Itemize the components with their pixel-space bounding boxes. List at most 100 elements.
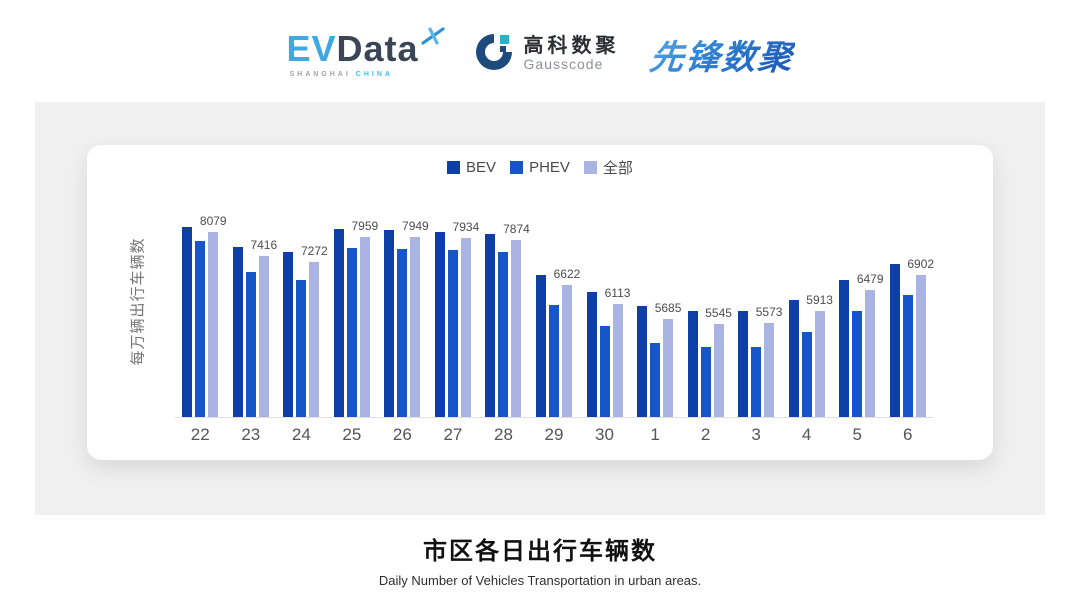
gausscode-en: Gausscode	[523, 56, 604, 73]
y-axis-label: 每万辆出行车辆数	[129, 237, 147, 366]
x-axis-ticks: 22 23 24 25 26 27 28 29 30 1 2 3 4 5 6	[175, 425, 933, 445]
x-tick-28: 28	[493, 425, 513, 444]
evdata-wordmark: EVData	[286, 26, 445, 69]
bar-value-label: 6902	[907, 257, 935, 271]
bar-全部	[460, 238, 471, 417]
bar-phev	[852, 311, 863, 417]
bar-group-26: 7949	[377, 203, 429, 417]
x-tick-26: 26	[392, 425, 412, 444]
x-tick-25: 25	[342, 425, 362, 444]
bar-phev	[245, 272, 256, 417]
bar-bev	[889, 264, 900, 417]
bar-全部	[663, 319, 674, 417]
bar-全部	[612, 304, 623, 417]
bar-group-2: 5545	[680, 203, 732, 417]
bar-value-label: 7959	[351, 219, 379, 233]
legend-swatch-icon	[447, 161, 461, 174]
evdata-sub-china: CHINA	[355, 70, 393, 78]
bar-value-label: 6622	[553, 267, 581, 281]
evdata-logo: EVData SHANGHAI CHINA	[286, 26, 445, 78]
bar-bev	[434, 232, 445, 417]
plot-area: 8079 7416 7272 7959 7949 7934 7874 6622 6113 5685…	[175, 203, 935, 418]
bar-bev	[384, 230, 395, 417]
page-subtitle: Daily Number of Vehicles Transportation …	[378, 573, 702, 588]
bar-value-label: 5573	[755, 305, 783, 319]
x-tick-27: 27	[443, 425, 463, 444]
bar-bev	[333, 229, 344, 417]
legend-swatch-icon	[583, 161, 597, 174]
bar-bev	[535, 275, 546, 417]
bar-phev	[498, 252, 509, 417]
bar-bev	[232, 247, 243, 417]
legend-item-全部[interactable]: 全部	[583, 157, 633, 178]
page-title: 市区各日出行车辆数	[423, 538, 657, 565]
x-tick-24: 24	[291, 425, 311, 444]
bar-phev	[902, 295, 913, 417]
bar-phev	[650, 343, 661, 417]
gausscode-text: 高科数聚 Gausscode	[524, 36, 620, 72]
legend-item-bev[interactable]: BEV	[447, 157, 496, 178]
bar-全部	[915, 275, 926, 417]
bar-value-label: 7934	[452, 220, 480, 234]
x-tick-22: 22	[190, 425, 210, 444]
bar-group-5: 6479	[832, 203, 884, 417]
bar-bev	[283, 252, 294, 417]
bar-全部	[309, 262, 320, 417]
bar-全部	[208, 232, 219, 417]
footer: 市区各日出行车辆数 Daily Number of Vehicles Trans…	[0, 531, 1080, 588]
legend-item-phev[interactable]: PHEV	[510, 157, 570, 178]
bar-group-28: 7874	[478, 203, 530, 417]
bar-value-label: 5685	[654, 301, 682, 315]
bar-group-25: 7959	[327, 203, 378, 417]
bar-value-label: 6479	[856, 272, 884, 286]
gausscode-cn: 高科数聚	[523, 35, 620, 58]
bar-value-label: 7874	[503, 222, 530, 236]
evdata-star-icon	[420, 16, 445, 57]
x-tick-23: 23	[241, 425, 261, 444]
legend-label: 全部	[602, 160, 633, 177]
bar-phev	[346, 248, 357, 417]
bar-group-29: 6622	[529, 203, 580, 417]
bar-group-27: 7934	[428, 203, 479, 417]
bar-bev	[485, 234, 496, 417]
x-tick-1: 1	[650, 425, 660, 444]
bar-全部	[511, 240, 522, 417]
bar-group-24: 7272	[276, 203, 328, 417]
chart-legend: BEV PHEV 全部	[87, 157, 993, 178]
legend-label: BEV	[466, 159, 497, 176]
legend-label: PHEV	[529, 159, 570, 176]
bar-group-4: 5913	[781, 203, 833, 417]
bar-bev	[839, 280, 850, 417]
bar-phev	[599, 326, 610, 417]
bar-全部	[764, 323, 775, 417]
x-tick-4: 4	[801, 425, 812, 444]
x-tick-6: 6	[902, 425, 913, 444]
bar-value-label: 7416	[250, 238, 278, 252]
bar-group-30: 6113	[579, 203, 630, 417]
bar-全部	[258, 256, 269, 417]
bar-phev	[700, 347, 711, 417]
bar-group-3: 5573	[731, 203, 782, 417]
x-tick-3: 3	[751, 425, 761, 444]
chart-panel: BEV PHEV 全部 每万辆出行车辆数 8079 7416 7272 7959 7949 7…	[35, 102, 1045, 515]
bar-value-label: 6113	[604, 286, 631, 300]
x-tick-5: 5	[852, 425, 862, 444]
bar-phev	[801, 332, 812, 417]
bar-全部	[359, 237, 370, 417]
bar-value-label: 8079	[199, 214, 227, 228]
bar-group-6: 6902	[882, 203, 935, 417]
evdata-ev-text: EV	[286, 27, 337, 69]
evdata-sub-shanghai: SHANGHAI	[289, 70, 351, 78]
chart-card: BEV PHEV 全部 每万辆出行车辆数 8079 7416 7272 7959 7949 7…	[87, 145, 993, 460]
bar-phev	[548, 305, 559, 417]
x-tick-30: 30	[595, 425, 614, 444]
bar-全部	[713, 324, 724, 417]
bar-value-label: 7272	[300, 244, 328, 258]
bar-bev	[586, 292, 597, 417]
gausscode-icon	[473, 31, 515, 78]
bar-phev	[751, 347, 762, 417]
bar-全部	[814, 311, 825, 417]
bar-bev	[637, 306, 648, 417]
bar-group-22: 8079	[175, 203, 227, 417]
